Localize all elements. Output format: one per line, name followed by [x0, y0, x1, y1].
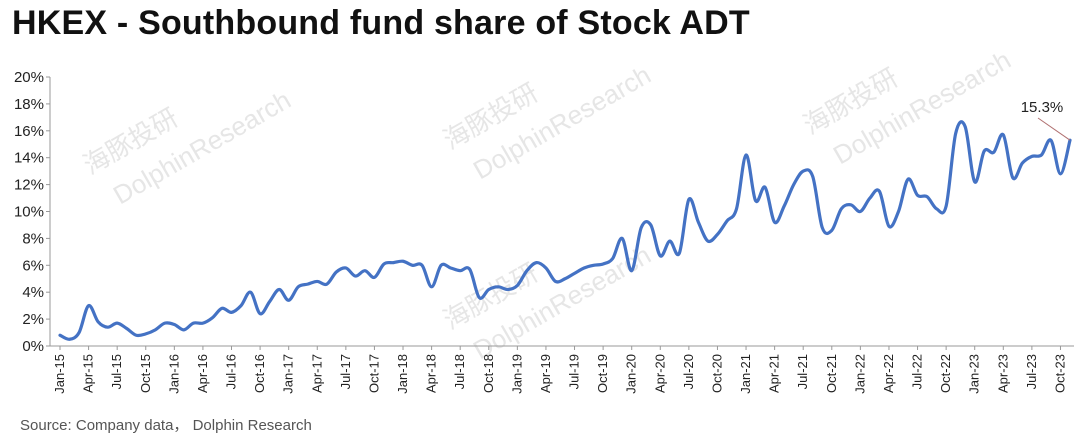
x-tick-label: Oct-16 — [252, 354, 267, 393]
x-tick-label: Apr-19 — [538, 354, 553, 393]
x-tick-label: Oct-20 — [709, 354, 724, 393]
annotation-leader-line — [1037, 117, 1071, 141]
y-tick-label: 20% — [14, 69, 44, 86]
y-tick-label: 2% — [22, 311, 44, 328]
annotation-layer: 15.3% — [1021, 99, 1071, 141]
y-tick-label: 14% — [14, 150, 44, 167]
x-tick-label: Oct-22 — [938, 354, 953, 393]
x-tick-label: Jan-21 — [738, 354, 753, 394]
y-tick-label: 4% — [22, 284, 44, 301]
y-tick-label: 18% — [14, 96, 44, 113]
x-tick-label: Apr-20 — [652, 354, 667, 393]
x-tick-label: Oct-21 — [824, 354, 839, 393]
chart-title: HKEX - Southbound fund share of Stock AD… — [12, 4, 750, 42]
x-tick-label: Jul-18 — [452, 354, 467, 389]
y-tick-label: 6% — [22, 257, 44, 274]
x-tick-label: Jul-17 — [338, 354, 353, 389]
x-tick-label: Jan-17 — [281, 354, 296, 394]
x-tick-label: Jul-21 — [795, 354, 810, 389]
x-tick-label: Apr-17 — [309, 354, 324, 393]
x-tick-label: Jul-22 — [910, 354, 925, 389]
x-tick-label: Jan-20 — [624, 354, 639, 394]
x-tick-label: Jul-23 — [1024, 354, 1039, 389]
x-tick-label: Oct-19 — [595, 354, 610, 393]
x-tick-label: Jan-16 — [166, 354, 181, 394]
series-line — [58, 120, 1072, 341]
y-axis-ticks: 0% 2% 4% 6% 8% 10% 12% 14% 16% 18% 20% — [14, 69, 50, 355]
x-tick-label: Jul-15 — [109, 354, 124, 389]
annotation-label: 15.3% — [1021, 99, 1064, 116]
y-tick-label: 12% — [14, 177, 44, 194]
x-tick-label: Oct-15 — [138, 354, 153, 393]
x-tick-label: Apr-16 — [195, 354, 210, 393]
x-tick-label: Oct-18 — [481, 354, 496, 393]
series-layer — [58, 120, 1072, 341]
y-tick-label: 16% — [14, 123, 44, 140]
y-tick-label: 10% — [14, 204, 44, 221]
x-tick-label: Jul-20 — [681, 354, 696, 389]
x-tick-label: Apr-23 — [995, 354, 1010, 393]
x-tick-label: Jan-22 — [852, 354, 867, 394]
x-tick-label: Jul-19 — [567, 354, 582, 389]
x-tick-label: Oct-17 — [366, 354, 381, 393]
y-tick-label: 0% — [22, 338, 44, 355]
x-tick-label: Apr-21 — [767, 354, 782, 393]
x-tick-label: Apr-22 — [881, 354, 896, 393]
x-tick-label: Apr-15 — [81, 354, 96, 393]
x-axis-ticks: Jan-15 Apr-15 Jul-15 Oct-15 Jan-16 Apr-16 Jul-… — [52, 346, 1067, 394]
y-tick-label: 8% — [22, 230, 44, 247]
x-tick-label: Oct-23 — [1052, 354, 1067, 393]
x-tick-label: Jan-19 — [509, 354, 524, 394]
source-note: Source: Company data， Dolphin Research — [20, 417, 312, 434]
x-tick-label: Jan-18 — [395, 354, 410, 394]
x-tick-label: Apr-18 — [424, 354, 439, 393]
x-tick-label: Jul-16 — [224, 354, 239, 389]
x-tick-label: Jan-23 — [967, 354, 982, 394]
x-tick-label: Jan-15 — [52, 354, 67, 394]
